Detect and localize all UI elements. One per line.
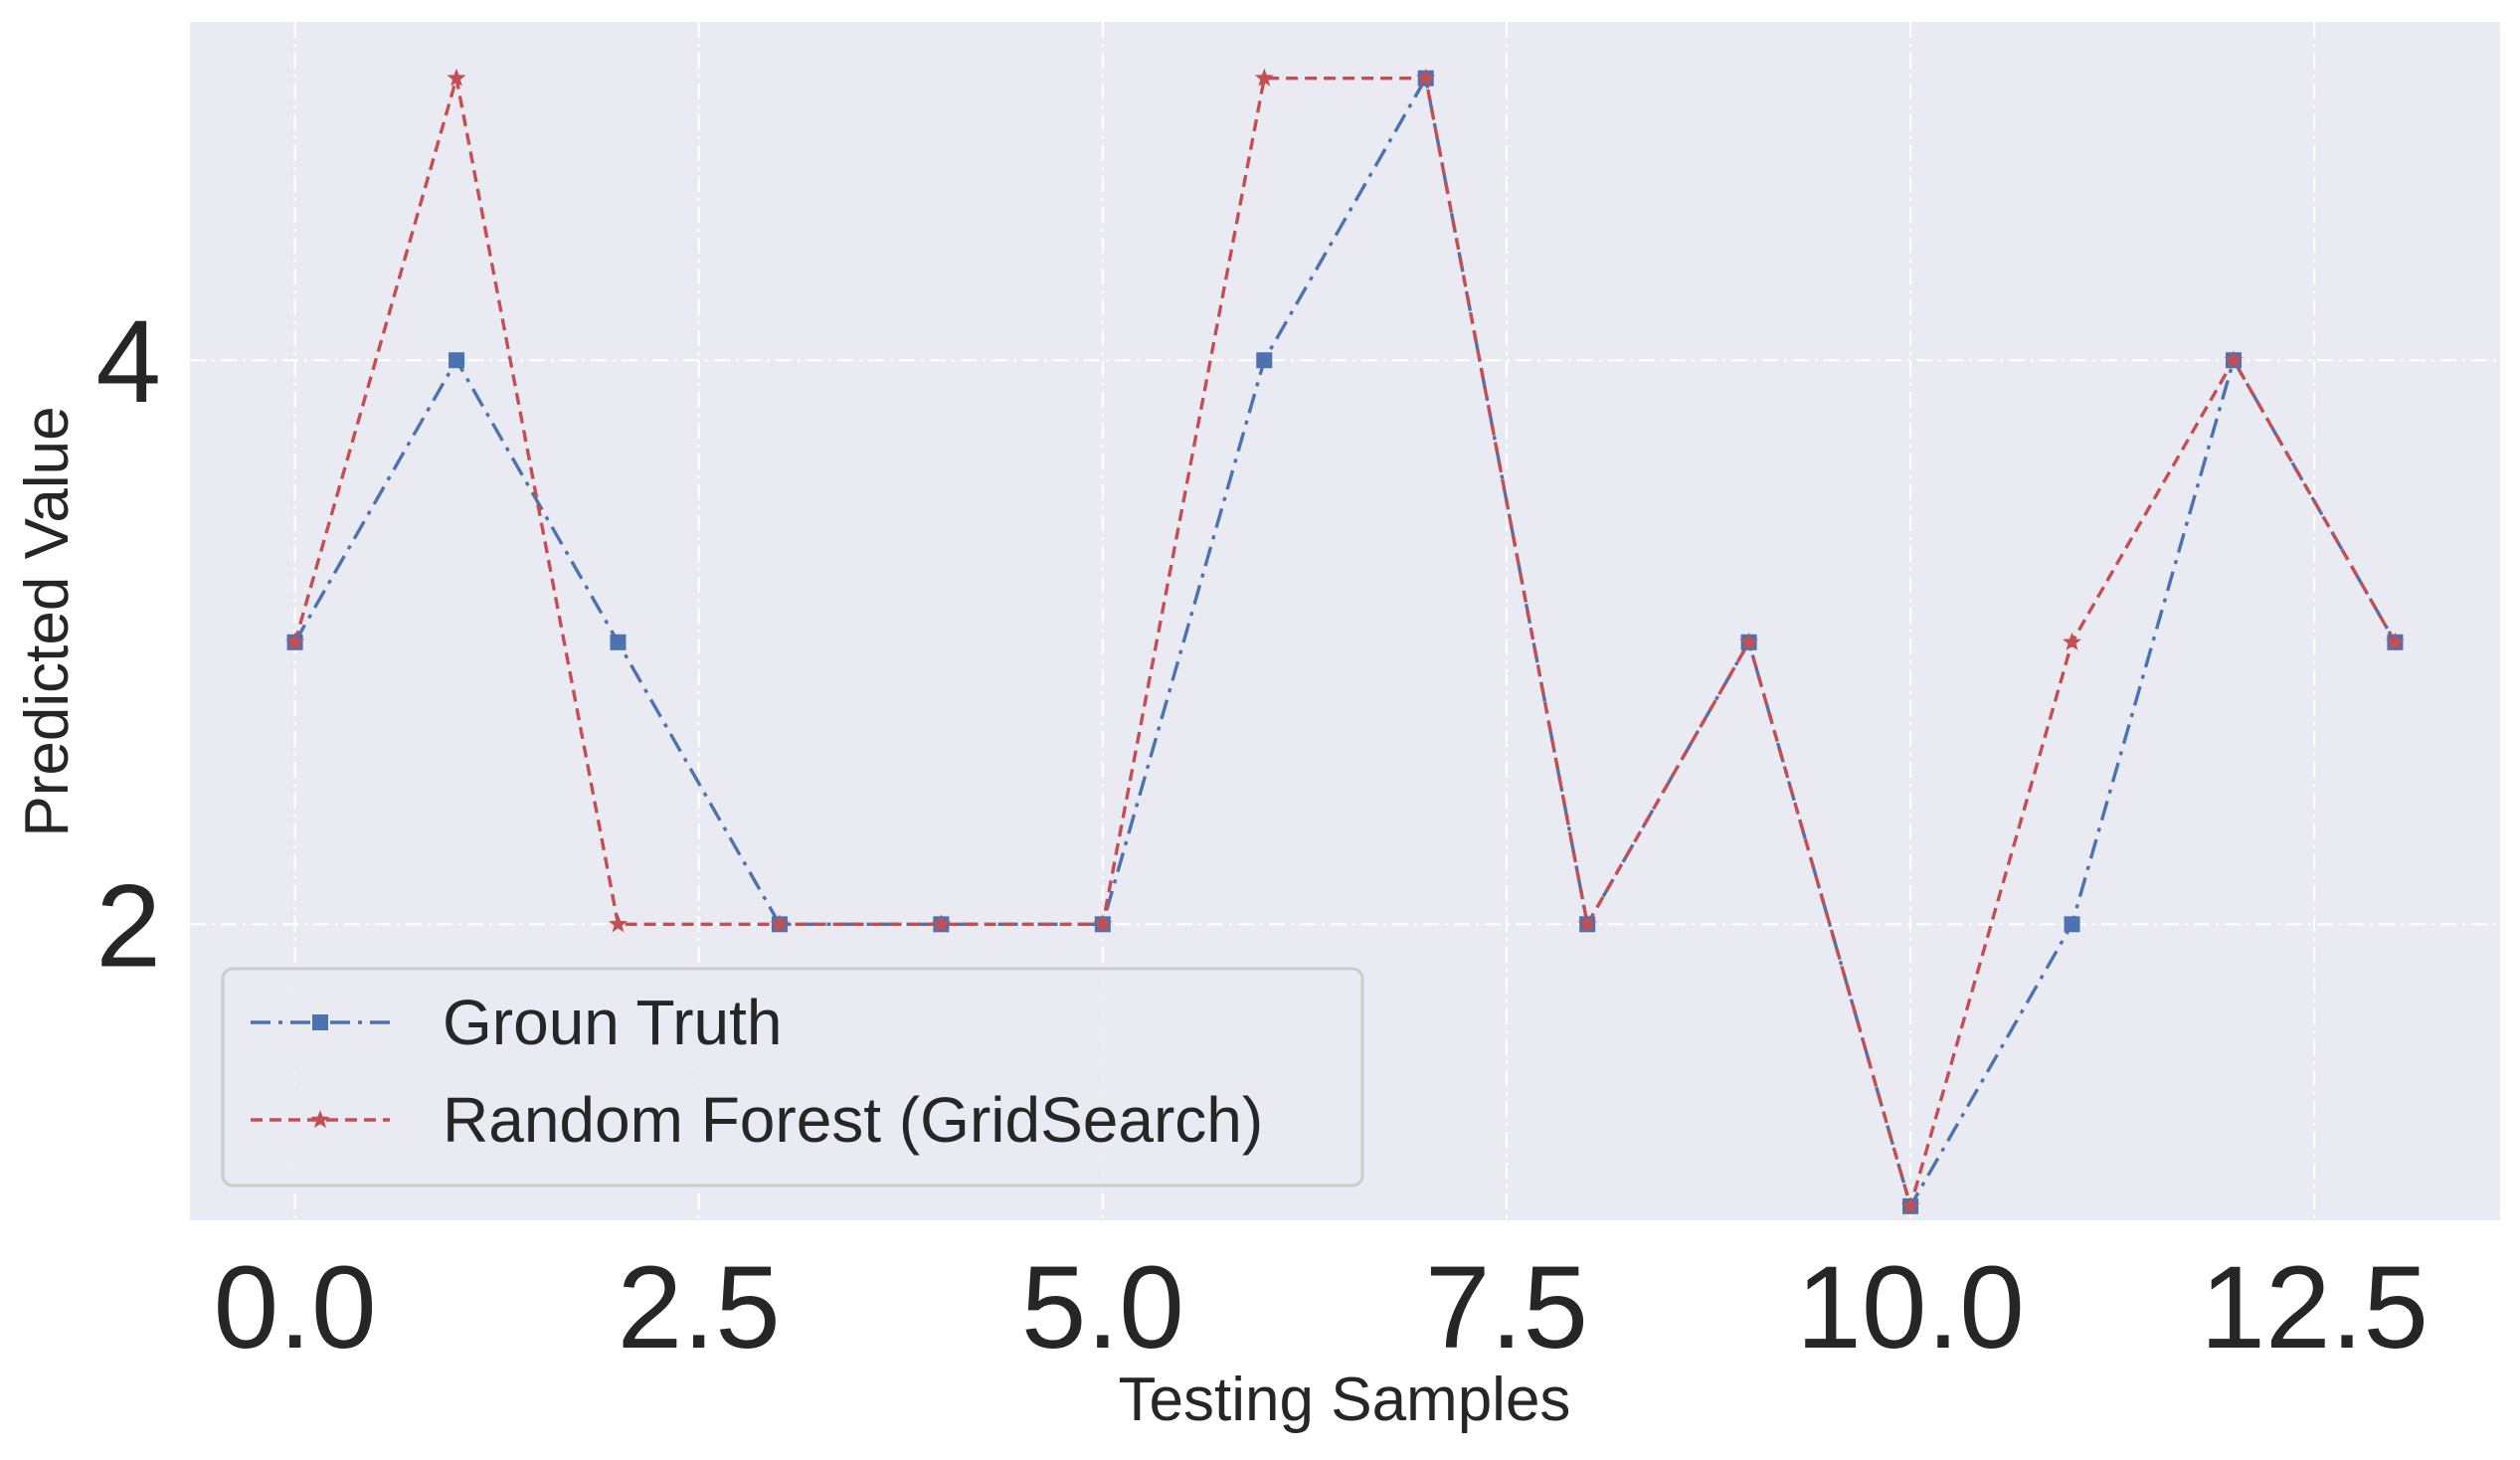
data-point-s1-11 (2063, 632, 2081, 650)
data-point-s1-0 (285, 632, 305, 650)
x-tick-label: 10.0 (1796, 1242, 2025, 1373)
data-point-s1-10 (1900, 1195, 1920, 1214)
series-line-0 (293, 76, 2397, 1208)
data-point-s0-6 (1256, 352, 1273, 369)
data-point-s1-6 (1254, 68, 1274, 87)
legend-label-random-forest: Random Forest (GridSearch) (443, 1084, 1263, 1156)
data-point-s0-2 (610, 634, 627, 650)
data-point-s1-9 (1739, 632, 1759, 650)
data-point-s1-4 (931, 914, 951, 933)
data-point-s1-7 (1416, 68, 1436, 87)
series-line-1 (292, 76, 2397, 1208)
y-axis-label: Predicted Value (13, 406, 82, 836)
x-axis-label: Testing Samples (1119, 1366, 1571, 1434)
legend-marker-1 (310, 1110, 330, 1129)
grid-lines (190, 22, 2500, 1220)
data-point-s1-3 (770, 914, 790, 933)
data-point-s1-13 (2385, 632, 2405, 650)
data-point-s1-2 (609, 914, 628, 933)
x-tick-label: 5.0 (1021, 1242, 1184, 1373)
legend-label-ground-truth: Groun Truth (443, 987, 783, 1058)
data-point-s0-11 (2064, 916, 2080, 933)
y-tick-label: 2 (95, 860, 161, 992)
data-point-s1-12 (2224, 350, 2244, 369)
legend-marker-0 (312, 1014, 328, 1030)
x-tick-label: 7.5 (1425, 1242, 1588, 1373)
legend-frame (221, 967, 1364, 1187)
x-tick-label: 12.5 (2200, 1242, 2429, 1373)
data-point-s0-1 (449, 352, 465, 369)
x-tick-label: 2.5 (618, 1242, 781, 1373)
y-tick-label: 4 (95, 296, 161, 428)
tick-labels: 0.0 2.5 5.0 7.5 10.0 12.5 2 4 (95, 296, 2429, 1373)
data-series (285, 68, 2405, 1214)
legend: Groun Truth Random Forest (GridSearch) (221, 967, 1364, 1187)
data-point-s1-5 (1093, 914, 1113, 933)
legend-entries (251, 1014, 390, 1129)
data-point-s1-8 (1577, 914, 1597, 933)
data-point-s1-1 (447, 68, 466, 87)
x-tick-label: 0.0 (214, 1242, 377, 1373)
